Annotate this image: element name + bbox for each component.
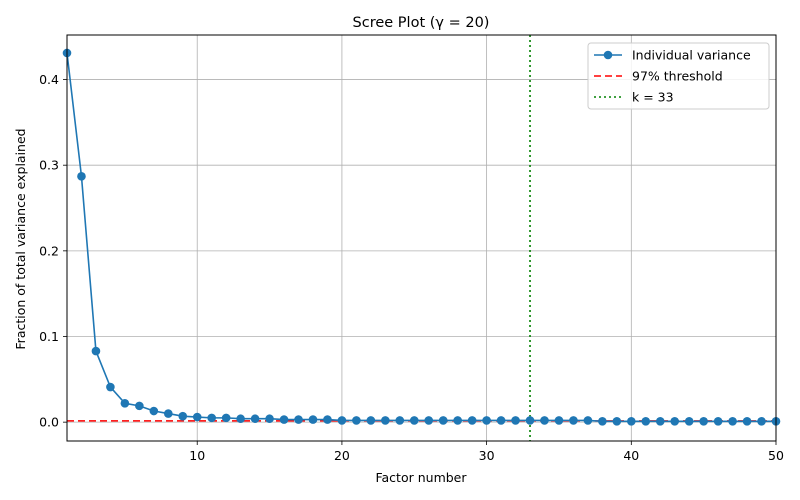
data-point xyxy=(106,382,115,392)
y-tick-label: 0.2 xyxy=(39,243,59,258)
series-layer xyxy=(62,48,781,426)
data-point xyxy=(409,416,419,425)
x-tick-label: 40 xyxy=(623,448,639,463)
y-axis-label: Fraction of total variance explained xyxy=(13,128,28,349)
data-point xyxy=(583,416,593,425)
y-tick-label: 0.3 xyxy=(39,158,59,173)
data-point xyxy=(713,416,723,426)
data-point xyxy=(135,401,144,411)
legend-box xyxy=(587,42,770,110)
data-point xyxy=(395,416,405,425)
data-point xyxy=(424,416,434,425)
x-axis-label: Factor number xyxy=(375,470,467,485)
plot-frame xyxy=(66,34,777,442)
legend-entry-label: k = 33 xyxy=(632,90,674,105)
data-point xyxy=(366,416,376,425)
data-point xyxy=(554,416,564,425)
data-point xyxy=(670,416,680,426)
data-point xyxy=(323,415,332,424)
data-point xyxy=(699,416,708,426)
data-point xyxy=(192,412,202,422)
data-point xyxy=(598,416,607,426)
data-point xyxy=(641,416,651,426)
data-point xyxy=(279,415,289,424)
data-point xyxy=(149,406,159,416)
chart-title: Scree Plot (γ = 20) xyxy=(353,15,490,31)
data-point xyxy=(540,416,549,425)
data-point xyxy=(91,346,101,356)
data-point xyxy=(453,416,462,425)
y-tick-label: 0.4 xyxy=(39,72,59,87)
data-point xyxy=(265,414,274,424)
legend-entry-label: 97% threshold xyxy=(632,69,723,84)
data-point xyxy=(525,416,535,425)
data-point xyxy=(337,416,347,425)
data-point xyxy=(250,414,260,424)
data-point xyxy=(163,409,173,418)
data-point xyxy=(352,416,361,425)
data-point xyxy=(438,416,448,425)
data-point xyxy=(612,416,622,426)
data-point xyxy=(381,416,390,425)
legend-swatch-marker xyxy=(603,50,613,60)
data-point xyxy=(178,411,188,421)
data-point xyxy=(467,416,477,425)
data-point xyxy=(655,416,665,426)
x-tick-label: 10 xyxy=(189,448,205,463)
data-point xyxy=(221,413,231,423)
y-tick-label: 0.1 xyxy=(39,329,59,344)
data-point xyxy=(496,416,506,425)
x-tick-label: 30 xyxy=(479,448,495,463)
y-tick-label: 0.0 xyxy=(39,415,59,430)
data-point xyxy=(294,415,303,424)
data-point xyxy=(742,416,752,426)
legend-entry-label: Individual variance xyxy=(632,48,751,63)
x-tick-label: 50 xyxy=(768,448,784,463)
data-point xyxy=(684,416,694,426)
data-point xyxy=(308,415,318,424)
data-point xyxy=(757,416,766,426)
data-point xyxy=(207,413,216,423)
legend: Individual variance 97% threshold k = 33 xyxy=(587,42,770,110)
data-point xyxy=(627,416,636,426)
data-point xyxy=(728,416,737,426)
axis-ticks: 10 20 30 40 50 0.0 0.1 0.2 0.3 0.4 xyxy=(39,72,784,463)
data-point xyxy=(482,416,491,425)
data-point xyxy=(77,172,86,181)
data-point xyxy=(569,416,578,425)
x-tick-label: 20 xyxy=(334,448,350,463)
data-point xyxy=(511,416,520,425)
data-point xyxy=(236,414,245,424)
data-point xyxy=(120,399,130,408)
